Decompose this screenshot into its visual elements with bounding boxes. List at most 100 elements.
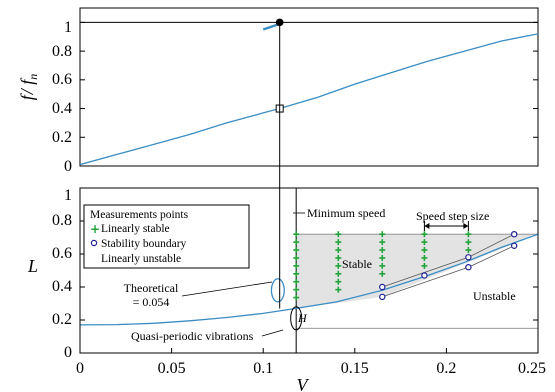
speed-step-arrowhead-right (463, 223, 469, 229)
linearly-stable-point (293, 254, 300, 261)
legend-item-linearly-unstable: Linearly unstable (101, 253, 181, 265)
top-y-tick-label: 1 (64, 19, 72, 36)
linearly-stable-point (335, 231, 342, 238)
stability-boundary-point (510, 242, 518, 249)
linearly-stable-point (293, 270, 300, 277)
bottom-panel: L V Measurements points + Linearly stabl… (27, 187, 539, 392)
speed-step-arrowhead-left (424, 223, 430, 229)
linearly-stable-point (335, 247, 342, 254)
quasi-periodic-loop (270, 278, 285, 303)
linearly-stable-point (379, 239, 386, 246)
bottom-x-tick-label: 0.15 (341, 360, 369, 377)
annotation-H: H (297, 311, 308, 325)
bottom-x-tick-label: 0.25 (518, 360, 546, 377)
annotation-speed-step-size: Speed step size (416, 209, 489, 223)
bottom-x-tick-label: 0.1 (253, 360, 273, 377)
linearly-stable-point (379, 247, 386, 254)
bottom-x-ticks (79, 348, 539, 353)
stability-boundary-point (379, 293, 386, 301)
bottom-plot-frame (79, 187, 539, 354)
stability-boundary-point (379, 283, 386, 291)
theoretical-stability-curve (80, 233, 538, 326)
legend-box (83, 204, 250, 269)
frequency-jump-segment (262, 23, 279, 31)
linearly-stable-point (421, 231, 428, 238)
legend: Measurements points + Linearly stable St… (83, 204, 250, 269)
annotation-minimum-speed: Minimum speed (307, 206, 385, 220)
bottom-x-tick-label: 0.05 (158, 360, 186, 377)
linearly-stable-point (293, 231, 300, 238)
bottom-y-tick-label: 1 (64, 187, 72, 204)
bottom-y-tick-label: 0.2 (52, 311, 72, 328)
annotation-theoretical-line2: = 0.054 (133, 295, 170, 309)
annotation-stable: Stable (342, 257, 372, 271)
stability-boundary-point (421, 272, 428, 279)
top-y-tick-label: 0 (64, 158, 72, 175)
linearly-stable-point (335, 262, 342, 269)
linearly-stable-point (293, 278, 300, 285)
linearly-stable-point (379, 254, 386, 261)
linearly-stable-point (293, 286, 300, 293)
bottom-overlay (293, 221, 518, 301)
bottom-plot-content (80, 188, 538, 353)
top-y-label-subscript: n (26, 74, 40, 80)
top-y-tick-label: 0.2 (52, 129, 72, 146)
linearly-stable-point (379, 262, 386, 269)
linearly-stable-point (421, 247, 428, 254)
bottom-x-axis-label: V (297, 375, 310, 392)
bottom-y-tick-label: 0.8 (52, 212, 72, 229)
stability-boundary-point (510, 230, 518, 238)
linearly-stable-point (335, 278, 342, 285)
linearly-stable-point (421, 262, 428, 269)
top-plot-content (80, 21, 538, 166)
top-y-label-sep: / f (17, 77, 37, 96)
legend-item-stability-boundary: Stability boundary (101, 238, 187, 250)
stability-boundary-point (465, 254, 472, 261)
top-y-tick-label: 0.4 (52, 100, 72, 117)
top-y-ticks (80, 21, 538, 167)
top-y-tick-label: 0.6 (52, 71, 72, 88)
annotation-unstable: Unstable (473, 289, 516, 303)
bottom-y-tick-label: 0.4 (52, 278, 72, 295)
legend-title: Measurements points (90, 209, 189, 221)
linearly-stable-point (293, 294, 300, 301)
annotation-quasi-periodic: Quasi-periodic vibrations (131, 329, 254, 343)
top-plot-frame (79, 7, 539, 167)
linearly-stable-point (335, 239, 342, 246)
linearly-stable-point (465, 231, 472, 238)
linearly-stable-point (293, 262, 300, 269)
linearly-stable-point (293, 247, 300, 254)
linearly-stable-point (335, 286, 342, 293)
bottom-y-ticks (80, 187, 538, 354)
bottom-x-tick-label: 0.2 (436, 360, 456, 377)
bottom-x-tick-labels: 0 0.05 0.1 0.15 0.2 0.25 (76, 360, 546, 377)
top-y-tick-label: 0.8 (52, 43, 72, 60)
legend-circle-marker (90, 239, 98, 247)
bottom-y-tick-label: 0 (64, 344, 72, 361)
bottom-x-tick-label: 0 (76, 360, 84, 377)
top-y-axis-label: f/ fn (17, 74, 40, 101)
bottom-y-tick-labels: 0 0.2 0.4 0.6 0.8 1 (52, 187, 72, 361)
theoretical-leader (181, 281, 273, 297)
linearly-stable-point (335, 254, 342, 261)
hysteresis-ellipse-H (290, 306, 303, 331)
bottom-y-axis-label: L (27, 256, 38, 276)
linearly-stable-point (379, 231, 386, 238)
linearly-stable-point (421, 254, 428, 261)
stability-boundary-point (465, 264, 472, 271)
linearly-stable-point (335, 270, 342, 277)
bottom-y-tick-label: 0.6 (52, 245, 72, 262)
linearly-stable-point (293, 239, 300, 246)
quasi-periodic-leader (261, 329, 284, 337)
linearly-stable-point (465, 247, 472, 254)
legend-plus-marker: + (90, 222, 100, 236)
linearly-stable-point (379, 270, 386, 277)
linearly-stable-point (465, 239, 472, 246)
linearly-stable-point (421, 239, 428, 246)
top-y-label-f: f (17, 92, 37, 100)
top-panel: f/ fn (17, 7, 539, 167)
annotation-theoretical-line1: Theoretical (124, 281, 179, 295)
legend-item-linearly-stable: Linearly stable (101, 223, 170, 235)
top-y-tick-labels: 0 0.2 0.4 0.6 0.8 1 (52, 19, 72, 175)
